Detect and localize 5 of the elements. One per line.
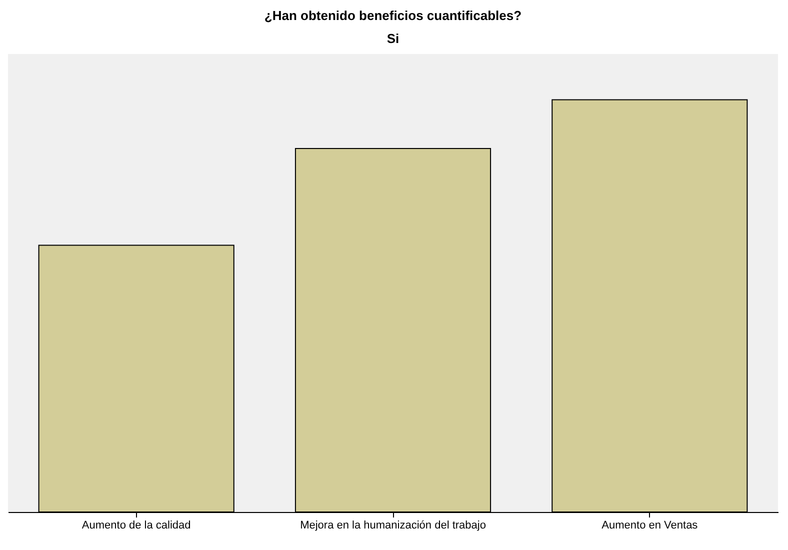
x-tick-label: Aumento de la calidad bbox=[82, 520, 191, 532]
chart-title: ¿Han obtenido beneficios cuantificables? bbox=[264, 8, 522, 23]
x-tick-label: Mejora en la humanización del trabajo bbox=[300, 520, 486, 532]
x-tick-label: Aumento en Ventas bbox=[602, 520, 698, 532]
chart-subtitle: Si bbox=[386, 31, 400, 46]
